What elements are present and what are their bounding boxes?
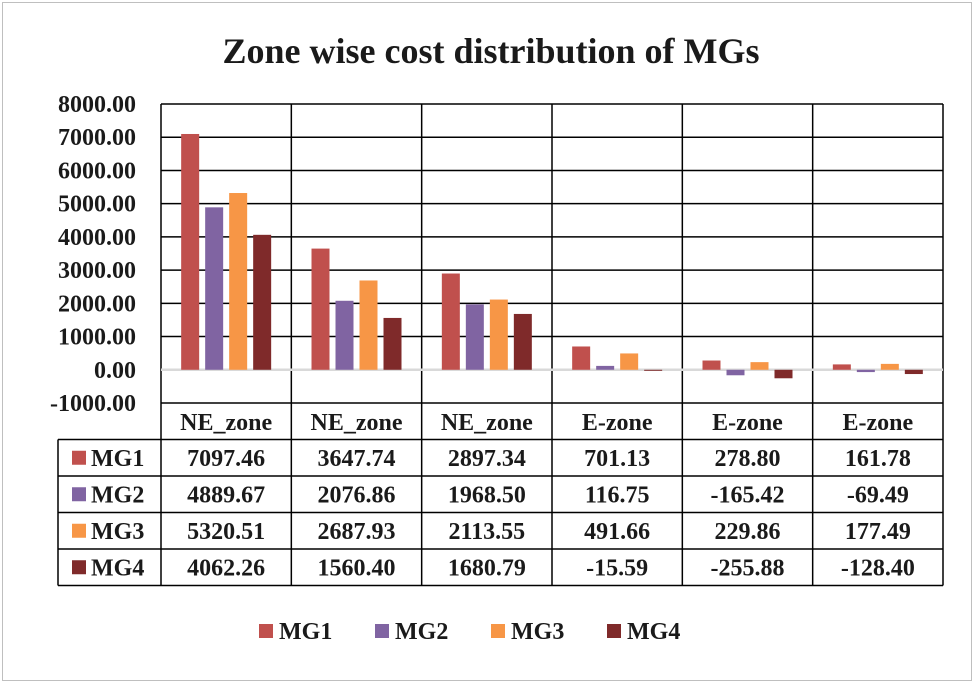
- legend-key-mg4: [607, 624, 621, 638]
- table-cell: 2113.55: [448, 519, 525, 545]
- legend-label: MG2: [395, 619, 448, 645]
- table-cell: 116.75: [585, 482, 650, 508]
- table-key-mg1: [72, 450, 86, 465]
- bar-mg2-3: [596, 365, 615, 370]
- table-cell: 4889.67: [187, 482, 265, 508]
- chart-title: Zone wise cost distribution of MGs: [222, 31, 759, 71]
- legend-key-mg1: [259, 624, 273, 638]
- bar-mg1-2: [441, 273, 460, 370]
- table-cell: 161.78: [845, 446, 911, 472]
- table-cell: 7097.46: [187, 446, 265, 472]
- table-cell: 229.86: [715, 519, 781, 545]
- category-label: E-zone: [712, 410, 783, 436]
- category-label: NE_zone: [180, 410, 272, 436]
- table-cell: 2687.93: [318, 519, 396, 545]
- y-tick-label: 4000.00: [58, 225, 136, 251]
- y-tick-label: 1000.00: [58, 325, 136, 351]
- legend-label: MG1: [279, 619, 332, 645]
- bar-mg2-1: [335, 300, 354, 370]
- bar-mg1-4: [702, 360, 721, 370]
- table-series-label: MG3: [91, 519, 144, 545]
- legend: MG1 MG2 MG3 MG4: [259, 619, 680, 645]
- legend-label: MG4: [627, 619, 680, 645]
- bar-mg1-1: [311, 248, 330, 370]
- y-tick-label: 5000.00: [58, 192, 136, 218]
- bar-mg4-0: [253, 234, 272, 370]
- bar-mg2-4: [726, 369, 745, 376]
- table-cell: -128.40: [841, 555, 915, 581]
- category-label: NE_zone: [311, 410, 403, 436]
- bar-mg4-3: [644, 369, 663, 371]
- table-series-label: MG4: [91, 555, 144, 581]
- table-cell: 3647.74: [318, 446, 396, 472]
- y-tick-label: 8000.00: [58, 92, 136, 118]
- bar-mg2-2: [465, 304, 484, 370]
- bar-mg2-5: [856, 369, 875, 373]
- grid: [160, 103, 944, 586]
- bar-mg3-0: [229, 193, 248, 370]
- table-cell: 4062.26: [187, 555, 265, 581]
- y-tick-label: 0.00: [94, 358, 136, 384]
- table-cell: 278.80: [715, 446, 781, 472]
- bar-mg2-0: [205, 207, 224, 370]
- bar-mg1-0: [181, 133, 200, 370]
- table-cell: 701.13: [584, 446, 650, 472]
- bar-mg3-3: [620, 353, 639, 370]
- table-cell: 1968.50: [448, 482, 526, 508]
- bar-mg3-1: [359, 280, 378, 370]
- bar-mg3-4: [750, 362, 769, 370]
- data-table: NE_zone NE_zone NE_zone E-zone E-zone E-zone M…: [57, 410, 943, 587]
- y-tick-label: 2000.00: [58, 291, 136, 317]
- table-cell: 1560.40: [318, 555, 396, 581]
- table-cell: 2897.34: [448, 446, 526, 472]
- category-label: NE_zone: [441, 410, 533, 436]
- y-axis: 8000.00 7000.00 6000.00 5000.00 4000.00 3000.…: [50, 92, 136, 417]
- chart: Zone wise cost distribution of MGs 8000.…: [50, 31, 944, 645]
- table-cell: 491.66: [584, 519, 650, 545]
- bar-mg3-2: [489, 299, 508, 370]
- category-label: E-zone: [582, 410, 653, 436]
- legend-key-mg2: [375, 624, 389, 638]
- table-series-label: MG2: [91, 482, 144, 508]
- table-cell: 1680.79: [448, 555, 526, 581]
- table-cell: 177.49: [845, 519, 911, 545]
- table-key-mg4: [72, 560, 86, 575]
- table-cell: 2076.86: [318, 482, 396, 508]
- y-tick-label: -1000.00: [50, 391, 136, 417]
- bar-mg3-5: [880, 363, 899, 370]
- legend-key-mg3: [491, 624, 505, 638]
- bars: [181, 133, 923, 379]
- table-key-mg3: [72, 523, 86, 538]
- bar-mg4-1: [383, 317, 402, 370]
- category-label: E-zone: [843, 410, 914, 436]
- bar-mg4-2: [513, 313, 532, 370]
- table-key-mg2: [72, 487, 86, 502]
- legend-label: MG3: [511, 619, 564, 645]
- bar-mg1-3: [572, 346, 591, 370]
- table-cell: -15.59: [586, 555, 648, 581]
- table-cell: 5320.51: [187, 519, 265, 545]
- bar-mg4-5: [904, 369, 923, 375]
- table-series-label: MG1: [91, 446, 144, 472]
- bar-mg4-4: [774, 369, 793, 379]
- y-tick-label: 6000.00: [58, 158, 136, 184]
- bar-mg1-5: [832, 364, 851, 370]
- y-tick-label: 3000.00: [58, 258, 136, 284]
- table-cell: -165.42: [711, 482, 785, 508]
- table-cell: -69.49: [847, 482, 909, 508]
- y-tick-label: 7000.00: [58, 125, 136, 151]
- table-cell: -255.88: [711, 555, 785, 581]
